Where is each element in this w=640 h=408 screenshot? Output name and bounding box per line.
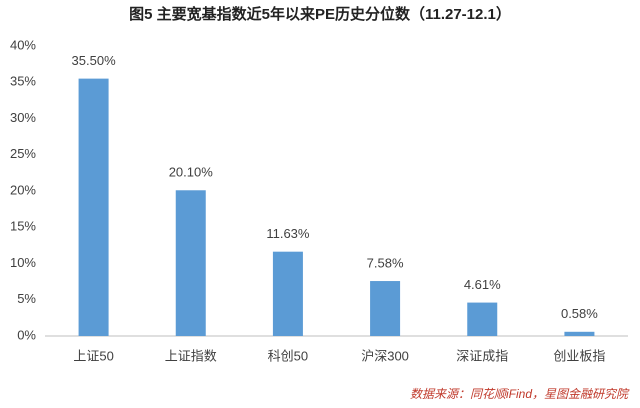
y-tick-label: 10% xyxy=(10,255,36,270)
data-label: 0.58% xyxy=(561,306,598,321)
bar xyxy=(564,331,595,336)
x-tick-label: 深证成指 xyxy=(456,348,508,363)
data-label: 20.10% xyxy=(169,165,214,180)
y-tick-label: 40% xyxy=(10,37,36,52)
y-tick-label: 30% xyxy=(10,110,36,125)
y-tick-label: 15% xyxy=(10,219,36,234)
x-tick-label: 科创50 xyxy=(268,348,308,363)
x-tick-label: 上证指数 xyxy=(165,348,217,363)
y-tick-label: 20% xyxy=(10,182,36,197)
data-label: 7.58% xyxy=(367,255,404,270)
bar xyxy=(175,190,206,336)
x-tick-label: 创业板指 xyxy=(553,348,605,363)
y-tick-label: 25% xyxy=(10,146,36,161)
bar xyxy=(370,281,401,336)
x-tick-label: 上证50 xyxy=(73,348,113,363)
source-note: 数据来源：同花顺iFind，星图金融研究院 xyxy=(410,387,630,401)
bar xyxy=(467,302,498,336)
x-tick-label: 沪深300 xyxy=(361,348,409,363)
y-tick-label: 0% xyxy=(17,327,36,342)
bar xyxy=(272,251,303,336)
y-tick-label: 35% xyxy=(10,74,36,89)
data-label: 35.50% xyxy=(72,53,117,68)
bar xyxy=(78,78,109,336)
y-tick-label: 5% xyxy=(17,291,36,306)
chart-title: 图5 主要宽基指数近5年以来PE历史分位数（11.27-12.1） xyxy=(129,5,511,23)
data-label: 11.63% xyxy=(266,226,310,241)
data-label: 4.61% xyxy=(464,277,501,292)
